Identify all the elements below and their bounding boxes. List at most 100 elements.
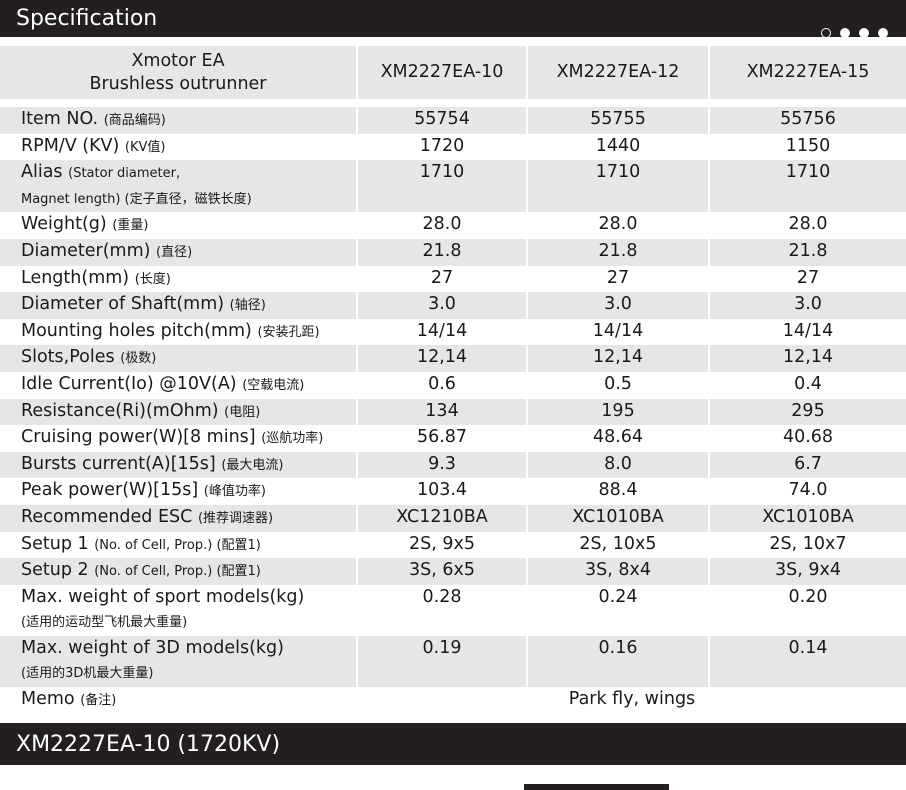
spec-row: Weight(g) (重量) 28.0 28.0 28.0 xyxy=(0,212,906,239)
row-note: (电阻) xyxy=(224,404,261,420)
row-label: Resistance(Ri)(mOhm) xyxy=(21,400,219,421)
value-cell: 6.7 xyxy=(708,451,906,479)
value-cell: 56.87 xyxy=(356,425,527,452)
row-note: (直径) xyxy=(156,244,193,260)
label-cell: Item NO. (商品编码) xyxy=(0,107,357,134)
label-cell: Slots,Poles (极数) xyxy=(0,345,357,372)
row-label: Item NO. xyxy=(21,109,99,129)
value-cell: 12,14 xyxy=(526,345,709,372)
label-cell: Cruising power(W)[8 mins] (巡航功率) xyxy=(0,425,357,452)
header-bar: Specification xyxy=(0,0,906,38)
row-note: (峰值功率) xyxy=(203,484,266,500)
section-bar: XM2227EA-10 (1720KV) xyxy=(0,723,906,765)
value-cell: 3.0 xyxy=(708,292,906,319)
row-note: (适用的运动型飞机最大重量) xyxy=(21,615,188,631)
spec-row: Resistance(Ri)(mOhm) (电阻) 134 195 295 xyxy=(0,398,906,426)
value-cell: 28.0 xyxy=(526,212,709,239)
column-header: XM2227EA-10 xyxy=(356,46,527,99)
column-header: XM2227EA-15 xyxy=(708,46,906,99)
spec-row: Max. weight of sport models(kg) (适用的运动型飞机… xyxy=(0,584,906,636)
cut-label-box xyxy=(524,784,669,790)
spec-row: Slots,Poles (极数) 12,14 12,14 12,14 xyxy=(0,345,906,372)
label-cell: Idle Current(Io) @10V(A) (空载电流) xyxy=(0,372,357,399)
row-note: (No. of Cell, Prop.) (配置1) xyxy=(94,564,261,580)
label-cell: Weight(g) (重量) xyxy=(0,212,357,239)
row-label: Max. weight of 3D models(kg) xyxy=(21,637,284,658)
value-cell: 1440 xyxy=(526,133,709,161)
value-cell: 8.0 xyxy=(526,451,709,479)
value-cell: 0.28 xyxy=(356,584,527,636)
value-cell: 14/14 xyxy=(356,318,527,346)
row-note: (安装孔距) xyxy=(257,324,320,340)
spec-row: Alias (Stator diameter, Magnet length) (定… xyxy=(0,160,906,213)
column-header: XM2227EA-12 xyxy=(526,46,709,99)
value-cell: 1710 xyxy=(356,160,527,213)
row-note: (极数) xyxy=(120,351,157,367)
corner-text: Xmotor EA xyxy=(131,50,225,71)
value-cell: 0.16 xyxy=(526,635,709,688)
value-cell: 3S, 9x4 xyxy=(708,558,906,585)
corner-cell: Xmotor EA Brushless outrunner xyxy=(0,46,357,99)
row-note: (空载电流) xyxy=(242,377,305,393)
value-cell: XC1010BA xyxy=(708,504,906,532)
row-note: (最大电流) xyxy=(221,457,284,473)
value-cell: 2S, 9x5 xyxy=(356,531,527,559)
row-note: (巡航功率) xyxy=(261,431,324,447)
header-title: Specification xyxy=(16,6,158,31)
row-label: Alias xyxy=(21,162,63,183)
value-cell: 103.4 xyxy=(356,478,527,505)
page-dots xyxy=(812,13,888,50)
value-cell: 0.19 xyxy=(356,635,527,688)
row-label: Weight(g) xyxy=(21,214,107,235)
value-cell: 0.24 xyxy=(526,584,709,636)
value-cell: 55755 xyxy=(526,107,709,134)
value-cell: 28.0 xyxy=(356,212,527,239)
memo-row: Memo (备注) Park fly, wings xyxy=(0,687,906,714)
value-cell: 295 xyxy=(708,398,906,426)
spec-row: Max. weight of 3D models(kg) (适用的3D机最大重量)… xyxy=(0,635,906,688)
value-cell: 55756 xyxy=(708,107,906,134)
spec-row: Mounting holes pitch(mm) (安装孔距) 14/14 14/1… xyxy=(0,318,906,346)
value-cell: 48.64 xyxy=(526,425,709,452)
label-cell: Diameter of Shaft(mm) (轴径) xyxy=(0,292,357,319)
spacer xyxy=(0,99,906,107)
row-label: Max. weight of sport models(kg) xyxy=(21,586,305,607)
row-label: Diameter(mm) xyxy=(21,240,151,261)
row-label: Memo xyxy=(21,689,75,710)
value-cell: 0.14 xyxy=(708,635,906,688)
label-cell: Setup 2 (No. of Cell, Prop.) (配置1) xyxy=(0,558,357,585)
row-label: Slots,Poles xyxy=(21,347,115,368)
value-cell: 12,14 xyxy=(708,345,906,372)
spec-row: Bursts current(A)[15s] (最大电流) 9.3 8.0 6.7 xyxy=(0,451,906,479)
label-cell: Resistance(Ri)(mOhm) (电阻) xyxy=(0,398,357,426)
value-cell: 12,14 xyxy=(356,345,527,372)
value-cell: 27 xyxy=(526,265,709,293)
row-label: Peak power(W)[15s] xyxy=(21,480,199,501)
value-cell: XC1210BA xyxy=(356,504,527,532)
row-note: (备注) xyxy=(80,693,117,709)
value-cell: 134 xyxy=(356,398,527,426)
value-cell: 1710 xyxy=(708,160,906,213)
row-note: (KV值) xyxy=(124,139,166,155)
row-label: Length(mm) xyxy=(21,267,130,288)
value-cell: 3.0 xyxy=(356,292,527,319)
label-cell: Recommended ESC (推荐调速器) xyxy=(0,504,357,532)
value-cell: 9.3 xyxy=(356,451,527,479)
row-note: (商品编码) xyxy=(103,113,166,128)
spacer-cell xyxy=(0,99,906,107)
value-cell: XC1010BA xyxy=(526,504,709,532)
row-note: (Stator diameter, xyxy=(68,166,181,182)
value-cell: 21.8 xyxy=(526,238,709,266)
spec-row: RPM/V (KV) (KV值) 1720 1440 1150 xyxy=(0,133,906,161)
spec-row: Item NO. (商品编码) 55754 55755 55756 xyxy=(0,107,906,134)
spec-row: Diameter(mm) (直径) 21.8 21.8 21.8 xyxy=(0,238,906,266)
value-cell: 27 xyxy=(356,265,527,293)
row-label: Recommended ESC xyxy=(21,506,193,527)
value-cell: 1720 xyxy=(356,133,527,161)
label-cell: Mounting holes pitch(mm) (安装孔距) xyxy=(0,319,357,346)
row-label: Idle Current(Io) @10V(A) xyxy=(21,373,237,394)
value-cell: 21.8 xyxy=(708,238,906,266)
label-cell: Max. weight of sport models(kg) (适用的运动型飞机… xyxy=(0,585,357,636)
spec-row: Cruising power(W)[8 mins] (巡航功率) 56.87 48.… xyxy=(0,425,906,452)
